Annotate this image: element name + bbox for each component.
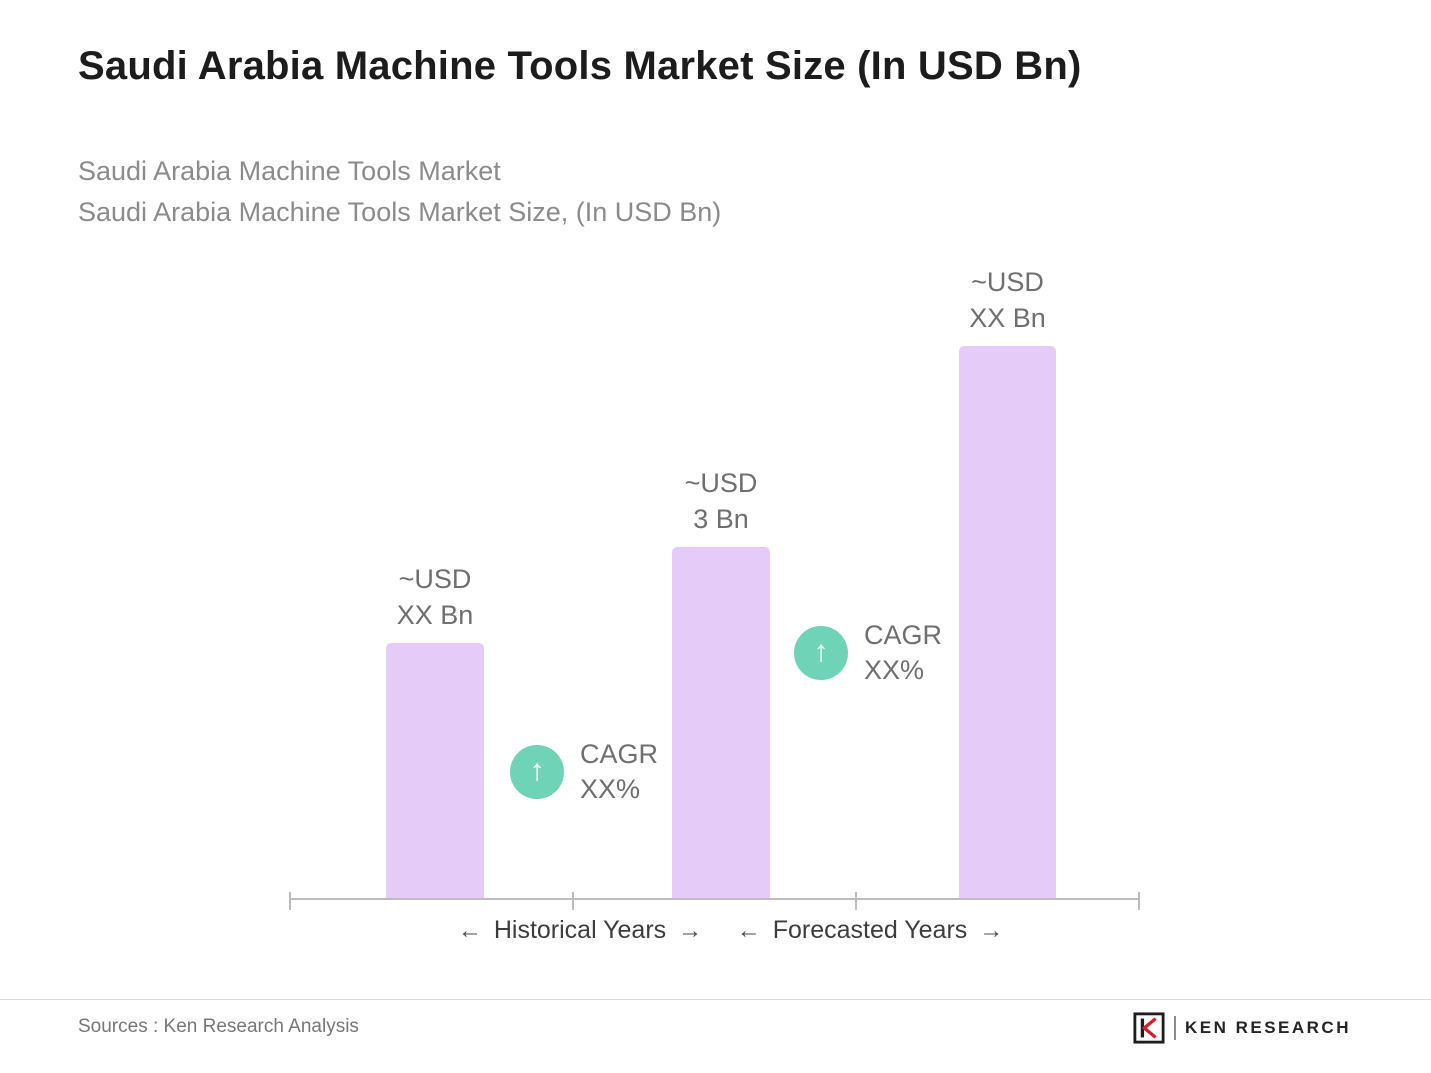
- left-arrow-icon: ←: [736, 916, 761, 944]
- cagr-label: CAGR XX%: [580, 737, 658, 807]
- cagr-circle: ↑: [510, 745, 564, 799]
- bar-historical: [386, 643, 484, 899]
- ken-research-logo-icon: [1133, 1012, 1165, 1044]
- bar-forecast: [959, 346, 1056, 899]
- cagr-label-line1: CAGR: [864, 620, 943, 650]
- subtitle-line-1: Saudi Arabia Machine Tools Market: [78, 156, 501, 186]
- bar-label-line2: XX Bn: [396, 600, 474, 630]
- cagr-circle: ↑: [794, 626, 848, 680]
- x-axis-tick: [1138, 892, 1140, 910]
- logo-wordmark: KEN RESEARCH: [1184, 1018, 1351, 1037]
- bar-label-line1: ~USD: [398, 564, 472, 594]
- x-axis-tick: [572, 892, 574, 910]
- cagr-label-line2: XX%: [864, 655, 925, 685]
- chart-subtitle: Saudi Arabia Machine Tools Market Saudi …: [78, 151, 721, 233]
- bar-label-line1: ~USD: [971, 267, 1044, 297]
- x-axis: [290, 898, 1140, 900]
- x-axis-tick: [289, 892, 291, 910]
- bar-group-base-year: ~USD 3 Bn: [672, 465, 770, 899]
- bar-base-year: [672, 547, 770, 899]
- sources-note: Sources : Ken Research Analysis: [78, 1016, 359, 1037]
- axis-segment-historical-years: ← Historical Years →: [458, 916, 702, 945]
- bar-group-historical: ~USD XX Bn: [386, 561, 484, 899]
- axis-segment-label: Historical Years: [493, 916, 667, 944]
- cagr-label-line2: XX%: [580, 774, 641, 804]
- subtitle-line-2: Saudi Arabia Machine Tools Market Size, …: [78, 197, 722, 227]
- cagr-label: CAGR XX%: [864, 618, 942, 688]
- bar-label-line2: 3 Bn: [693, 504, 749, 534]
- right-arrow-icon: →: [678, 916, 703, 944]
- right-arrow-icon: →: [979, 916, 1004, 944]
- bar-group-forecast: ~USD XX Bn: [959, 264, 1056, 899]
- up-arrow-icon: ↑: [813, 635, 829, 668]
- axis-segment-forecasted-years: ← Forecasted Years →: [737, 916, 1004, 945]
- cagr-annotation-forecast: ↑ CAGR XX%: [794, 618, 942, 688]
- bar-label-line1: ~USD: [684, 468, 758, 498]
- bar-value-label: ~USD XX Bn: [969, 264, 1046, 336]
- page-title: Saudi Arabia Machine Tools Market Size (…: [78, 44, 1082, 88]
- logo-separator: [1173, 1016, 1176, 1040]
- ken-research-logo: KEN RESEARCH: [1133, 1012, 1351, 1044]
- up-arrow-icon: ↑: [529, 754, 545, 787]
- axis-segment-label: Forecasted Years: [772, 916, 968, 944]
- footer-divider: [0, 999, 1431, 1000]
- cagr-label-line1: CAGR: [580, 739, 659, 769]
- x-axis-tick: [855, 892, 857, 910]
- bar-label-line2: XX Bn: [969, 303, 1046, 333]
- cagr-annotation-historical: ↑ CAGR XX%: [510, 737, 658, 807]
- bar-value-label: ~USD 3 Bn: [685, 465, 758, 537]
- left-arrow-icon: ←: [457, 916, 482, 944]
- bar-value-label: ~USD XX Bn: [397, 561, 474, 633]
